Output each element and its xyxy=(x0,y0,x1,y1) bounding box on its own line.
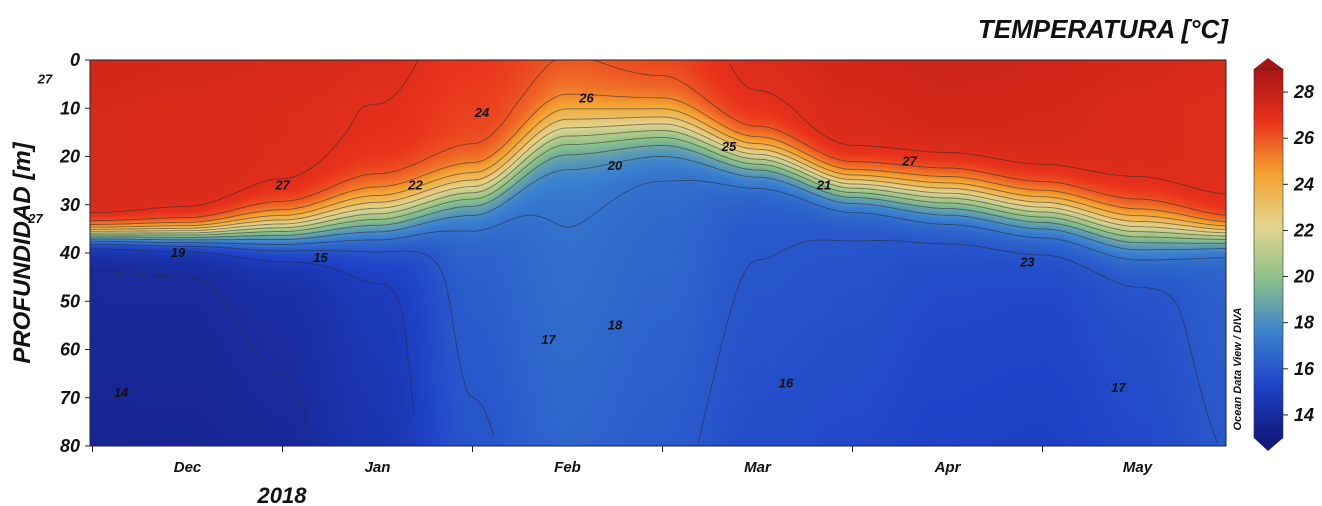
colorbar: 14 16 18 20 22 24 26 28 xyxy=(1253,58,1315,451)
x-tick-label: Apr xyxy=(934,459,962,476)
x-tick-label: Feb xyxy=(554,459,581,476)
y-axis-label: PROFUNDIDAD [m] xyxy=(9,141,36,363)
contour-labels: 27 27 27 19 15 14 22 24 26 20 17 18 25 27 21 16 23 17 xyxy=(27,71,1126,400)
colorbar-ticks: 14 16 18 20 22 24 26 28 xyxy=(1283,82,1315,425)
contour-label: 15 xyxy=(313,250,328,265)
colorbar-tick-label: 14 xyxy=(1294,405,1314,425)
colorbar-body xyxy=(1253,68,1284,439)
contour-label: 26 xyxy=(578,91,594,106)
x-tick-label: May xyxy=(1123,459,1153,476)
year-label: 2018 xyxy=(257,483,308,506)
contour-label: 14 xyxy=(114,385,129,400)
contour-label: 25 xyxy=(721,139,737,154)
contour-line-26 xyxy=(593,60,1226,216)
y-tick-label: 50 xyxy=(60,291,80,311)
colorbar-tick-label: 16 xyxy=(1294,359,1315,379)
x-tick-label: Mar xyxy=(744,459,772,476)
contour-lines xyxy=(90,60,1226,444)
contour-label: 18 xyxy=(608,317,623,332)
contour-line-17 xyxy=(90,180,1226,261)
colorbar-arrow-bottom xyxy=(1254,438,1283,451)
colorbar-tick-label: 28 xyxy=(1293,82,1314,102)
y-axis: 0 10 20 30 40 50 60 70 80 xyxy=(59,50,90,456)
contour-line-22 xyxy=(90,123,1226,234)
y-tick-label: 70 xyxy=(60,388,80,408)
x-tick-label: Jan xyxy=(365,459,391,476)
contour-line-21 xyxy=(90,130,1226,237)
contour-line-23 xyxy=(90,116,1226,231)
y-tick-label: 0 xyxy=(70,50,80,70)
contour-line-20 xyxy=(90,136,1226,240)
colorbar-tick-label: 22 xyxy=(1293,220,1314,240)
contour-line-26 xyxy=(90,60,555,222)
contour-line-18 xyxy=(90,155,1226,251)
contour-line-16 xyxy=(90,243,495,436)
contour-line-27 xyxy=(729,64,1226,195)
y-tick-label: 20 xyxy=(59,147,80,167)
colorbar-tick-label: 18 xyxy=(1294,313,1314,333)
contour-label: 16 xyxy=(779,375,794,390)
y-tick-label: 80 xyxy=(60,436,80,456)
colorbar-arrow-top xyxy=(1254,58,1283,69)
watermark: Ocean Data View / DIVA xyxy=(1232,308,1244,431)
contour-label: 27 xyxy=(27,211,43,226)
plot-frame xyxy=(89,59,1227,447)
colorbar-tick-label: 26 xyxy=(1293,128,1315,148)
x-tick-label: Dec xyxy=(174,459,202,476)
contour-label: 22 xyxy=(407,177,423,192)
contour-line-25 xyxy=(90,93,1226,225)
contour-label: 21 xyxy=(816,177,831,192)
y-tick-label: 30 xyxy=(60,195,80,215)
contour-label: 17 xyxy=(541,332,556,347)
y-tick-label: 10 xyxy=(60,98,80,118)
x-axis: Dec Jan Feb Mar Apr May xyxy=(92,446,1153,476)
y-tick-label: 40 xyxy=(59,243,80,263)
contour-line-24 xyxy=(90,108,1226,228)
contour-line-27 xyxy=(90,60,419,214)
contour-line-19 xyxy=(90,145,1226,244)
contour-label: 27 xyxy=(37,71,53,86)
contour-label: 23 xyxy=(1019,255,1035,270)
contour-label: 17 xyxy=(1111,380,1126,395)
contour-label: 20 xyxy=(607,158,623,173)
y-tick-label: 60 xyxy=(60,340,80,360)
chart-title: TEMPERATURA [°C] xyxy=(978,14,1229,44)
contour-line-15 xyxy=(90,248,415,415)
contour-line-14 xyxy=(90,270,311,434)
contour-label: 19 xyxy=(171,245,186,260)
contour-label: 24 xyxy=(474,105,490,120)
colorbar-tick-label: 24 xyxy=(1293,174,1314,194)
contour-line-16 xyxy=(697,239,1219,444)
contour-label: 27 xyxy=(901,153,917,168)
contour-label: 27 xyxy=(274,177,290,192)
colorbar-tick-label: 20 xyxy=(1293,267,1314,287)
